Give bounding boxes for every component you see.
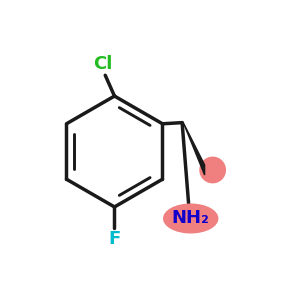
Text: Cl: Cl <box>93 55 112 73</box>
Text: F: F <box>108 230 121 248</box>
Text: NH₂: NH₂ <box>172 209 210 227</box>
Polygon shape <box>183 123 205 175</box>
Circle shape <box>199 157 226 183</box>
Ellipse shape <box>163 203 218 233</box>
